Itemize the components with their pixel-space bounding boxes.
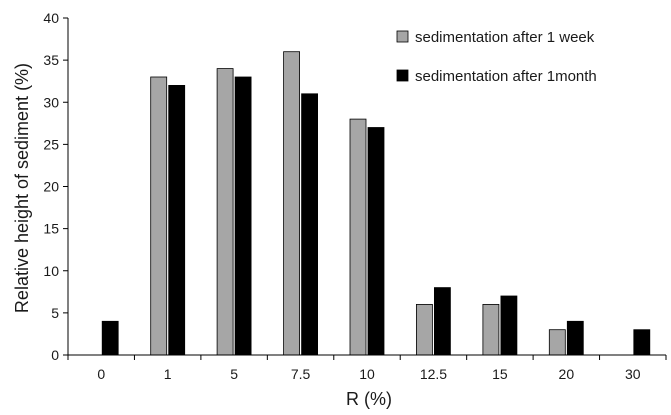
legend: sedimentation after 1 week sedimentation … xyxy=(396,29,597,85)
x-tick-label-15: 15 xyxy=(492,366,508,382)
bar-1-month-5 xyxy=(234,76,252,356)
y-tick-label-5: 5 xyxy=(51,305,59,321)
bar-1-month-1 xyxy=(168,85,186,356)
legend-swatch-1-week xyxy=(396,30,409,43)
y-tick-label-15: 15 xyxy=(43,221,59,237)
y-tick-label-0: 0 xyxy=(51,347,59,363)
x-tick-label-1: 1 xyxy=(164,366,172,382)
bar-1-month-15 xyxy=(500,295,518,356)
x-tick-label-30: 30 xyxy=(625,366,641,382)
bar-1-month-12.5 xyxy=(433,287,451,356)
bar-1-week-12.5 xyxy=(415,303,433,356)
legend-label-1-month: sedimentation after 1month xyxy=(415,68,597,85)
y-tick-label-25: 25 xyxy=(43,136,59,152)
x-tick-label-20: 20 xyxy=(559,366,575,382)
y-tick-label-10: 10 xyxy=(43,263,59,279)
bar-1-month-10 xyxy=(367,127,385,356)
x-axis-title: R (%) xyxy=(346,389,392,409)
bar-1-week-5 xyxy=(216,68,234,356)
x-tick-label-10: 10 xyxy=(359,366,375,382)
bar-1-month-7.5 xyxy=(301,93,319,356)
legend-swatch-1-month xyxy=(396,69,409,82)
y-tick-label-30: 30 xyxy=(43,94,59,110)
y-tick-label-20: 20 xyxy=(43,179,59,195)
y-axis-title: Relative height of sediment (%) xyxy=(12,63,32,313)
y-tick-label-35: 35 xyxy=(43,52,59,68)
bar-1-week-10 xyxy=(349,118,367,356)
bar-1-week-7.5 xyxy=(283,51,301,356)
legend-label-1-week: sedimentation after 1 week xyxy=(415,29,595,46)
bar-1-week-1 xyxy=(150,76,168,356)
x-tick-label-12.5: 12.5 xyxy=(420,366,447,382)
bar-1-week-20 xyxy=(548,329,566,356)
bar-1-month-20 xyxy=(566,320,584,356)
bars-group xyxy=(101,51,651,356)
bar-1-month-0 xyxy=(101,320,119,356)
y-tick-label-40: 40 xyxy=(43,10,59,26)
bar-1-week-15 xyxy=(482,303,500,356)
x-tick-label-5: 5 xyxy=(230,366,238,382)
x-tick-label-0: 0 xyxy=(97,366,105,382)
x-tick-label-7.5: 7.5 xyxy=(291,366,311,382)
bar-1-month-30 xyxy=(633,329,651,356)
